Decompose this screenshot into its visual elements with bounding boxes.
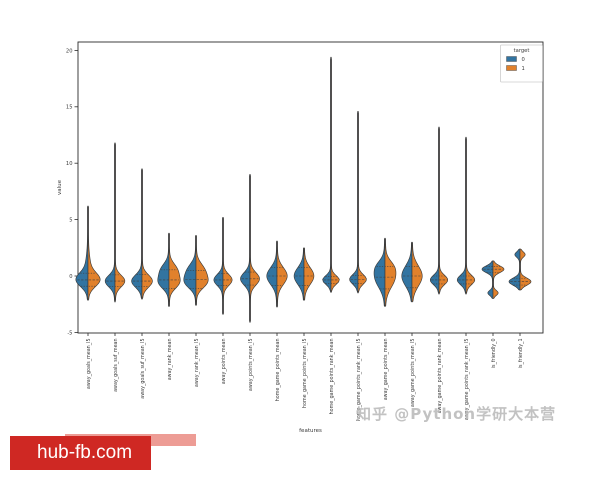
violin-away_points_mean [213, 217, 233, 315]
x-tick-label: home_game_points_mean [275, 339, 281, 402]
watermark-red-box: hub-fb.com [10, 436, 151, 470]
legend-box [500, 44, 543, 83]
violin-half-target0 [349, 110, 359, 294]
y-tick-label: 0 [69, 274, 72, 280]
violin-half-target0 [456, 136, 467, 295]
violin-away_rank_mean [157, 232, 181, 307]
violin-half-target0 [429, 126, 440, 295]
violin-half-target0 [293, 247, 305, 301]
violin-away_goals_suf_mean [104, 142, 126, 303]
violin-home_game_points_mean [266, 240, 288, 308]
y-tick-label: 20 [66, 48, 73, 54]
violin-home_game_points_rank_mean_l5 [349, 110, 367, 294]
violin-is_friendly_1 [508, 248, 532, 291]
violin-away_goals_suf_mean_l5 [131, 168, 153, 300]
violin-half-target0 [75, 205, 89, 301]
violin-half-target1 [465, 136, 476, 295]
violin-half-target1 [519, 248, 532, 291]
violin-away_rank_mean_l5 [183, 235, 209, 306]
x-tick-label: away_goals_mean_l5 [86, 339, 92, 390]
x-tick-label: home_game_points_mean_l5 [302, 339, 308, 409]
violin-home_game_points_rank_mean [322, 56, 340, 293]
x-tick-label: away_game_points_mean_l5 [410, 339, 416, 408]
watermark-zhihu: 知乎 @Python学研大本营 [356, 405, 557, 423]
violin-half-target1 [330, 56, 340, 293]
x-tick-label: away_game_points_mean [383, 339, 389, 401]
x-tick-label: is_friendly_0 [491, 339, 497, 369]
x-tick-label: away_points_mean [221, 339, 227, 385]
x-tick-label: away_game_points_rank_mean [437, 339, 443, 414]
legend-label: 1 [522, 66, 525, 72]
y-tick-label: -5 [67, 330, 72, 336]
violin-half-target0 [508, 248, 521, 291]
violin-away_game_points_mean [373, 237, 397, 307]
violin-half-target0 [183, 235, 197, 306]
legend-swatch-1 [506, 65, 517, 71]
x-tick-label: away_points_mean_l5 [248, 339, 254, 392]
violin-half-target1 [87, 205, 101, 301]
y-tick-label: 15 [66, 105, 73, 111]
violin-away_goals_mean_l5 [75, 205, 101, 301]
violin-half-target1 [411, 241, 423, 303]
violin-half-target1 [141, 168, 153, 300]
y-tick-label: 5 [69, 218, 72, 224]
violin-half-target0 [373, 237, 386, 307]
y-tick-label: 10 [66, 161, 73, 167]
violin-half-target0 [481, 260, 494, 299]
violin-half-target1 [438, 126, 449, 295]
violin-is_friendly_0 [481, 260, 505, 299]
violin-half-target1 [276, 240, 288, 308]
violin-away_game_points_rank_mean_l5 [456, 136, 476, 295]
violin-half-target1 [357, 110, 367, 294]
violin-away_points_mean_l5 [240, 174, 260, 323]
violin-half-target0 [401, 241, 413, 303]
x-tick-label: away_game_points_rank_mean_l5 [464, 339, 470, 421]
violin-half-target1 [195, 235, 209, 306]
violin-half-target0 [213, 217, 224, 315]
legend-title: target [514, 48, 530, 54]
violin-half-target1 [303, 247, 315, 301]
x-tick-label: away_rank_mean_l5 [194, 339, 200, 388]
legend-swatch-0 [506, 56, 517, 62]
x-tick-label: home_game_points_rank_mean [329, 339, 335, 415]
violin-half-target0 [131, 168, 143, 300]
violin-half-target1 [222, 217, 233, 315]
axes-frame [77, 41, 544, 334]
violin-half-target1 [249, 174, 260, 323]
violin-half-target1 [492, 260, 505, 299]
violin-half-target0 [322, 56, 332, 293]
legend: target 0 1 [500, 44, 543, 83]
legend-label: 0 [522, 57, 525, 63]
violin-half-target0 [266, 240, 278, 308]
x-tick-label: is_friendly_1 [518, 339, 524, 369]
violin-half-target0 [104, 142, 116, 303]
x-tick-label: away_goals_suf_mean [113, 339, 119, 392]
violin-half-target1 [114, 142, 126, 303]
x-tick-label: away_goals_suf_mean_l5 [140, 339, 146, 399]
y-axis-label: value [57, 179, 63, 195]
violin-half-target1 [384, 237, 397, 307]
violin-half-target0 [240, 174, 251, 323]
violin-away_game_points_rank_mean [429, 126, 449, 295]
x-tick-label: home_game_points_rank_mean_l5 [356, 339, 362, 422]
violin-away_game_points_mean_l5 [401, 241, 423, 303]
x-axis-label: features [299, 428, 322, 434]
x-tick-label: away_rank_mean [167, 339, 173, 381]
violin-home_game_points_mean_l5 [293, 247, 315, 301]
